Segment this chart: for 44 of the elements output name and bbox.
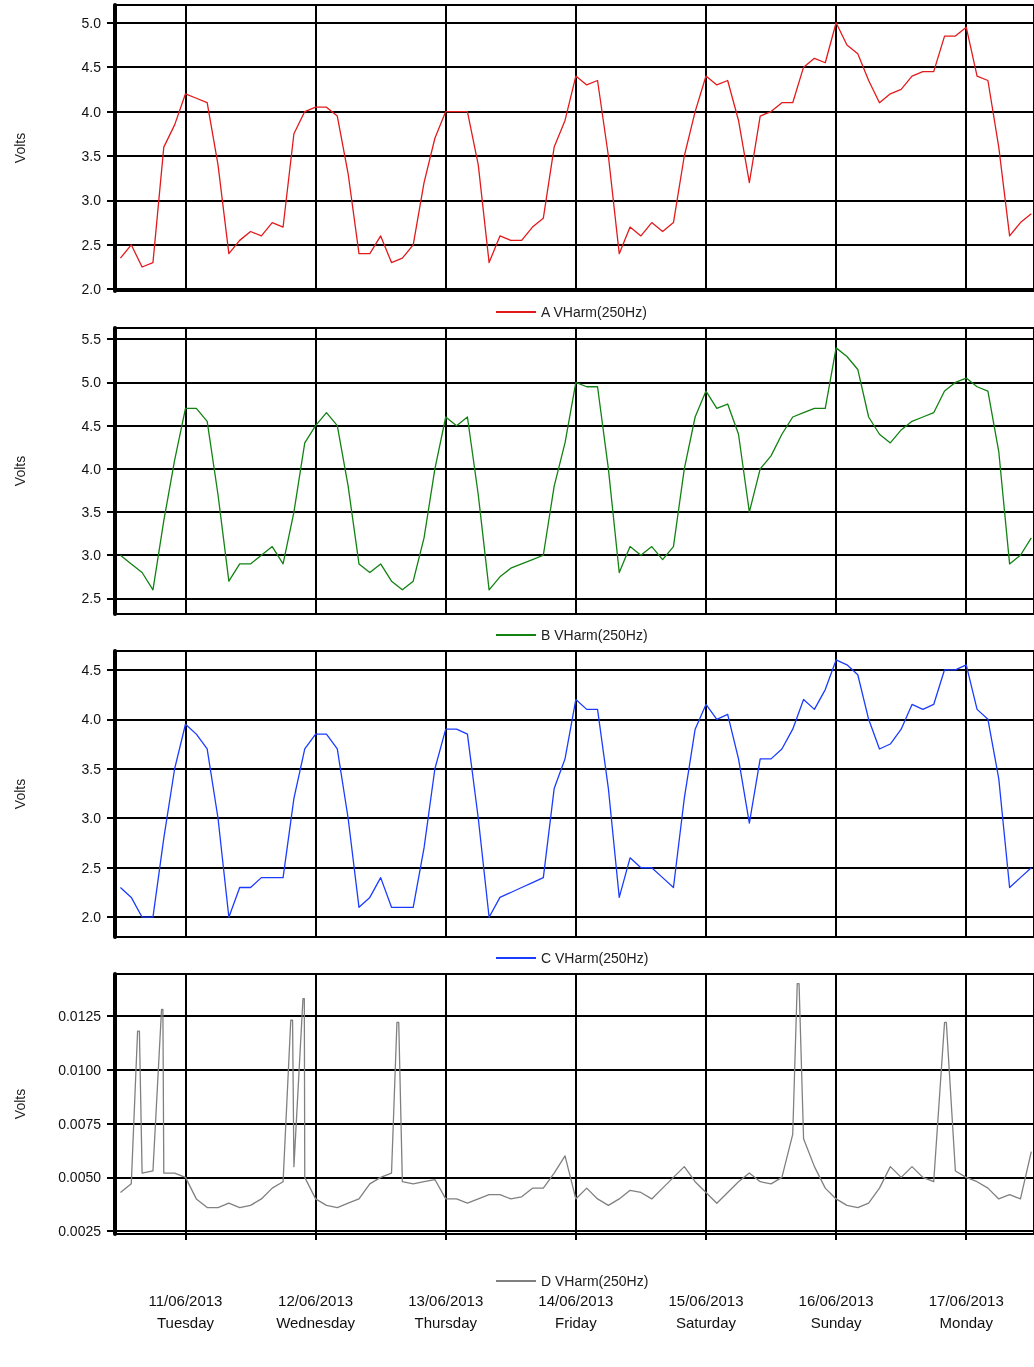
x-tick-label: 11/06/2013 Tuesday (148, 1291, 223, 1331)
y-tick-label: 4.0 (81, 711, 102, 728)
y-tick-label: 4.5 (81, 59, 102, 76)
y-tick-label: 5.0 (81, 374, 102, 391)
y-tick-label: 5.0 (81, 14, 102, 31)
y-axis-title: Volts (12, 455, 28, 487)
y-tick-label: 3.0 (81, 810, 102, 827)
line-series (119, 983, 1032, 1209)
line-series (119, 347, 1032, 591)
y-tick-label: 3.0 (81, 547, 102, 564)
y-tick-label: 0.0100 (58, 1061, 102, 1078)
line-series (119, 22, 1032, 268)
y-tick-label: 3.5 (81, 760, 102, 777)
x-tick-label: 17/06/2013 Monday (928, 1291, 1004, 1331)
line-series (119, 659, 1032, 918)
y-tick-label: 2.5 (81, 236, 102, 253)
y-axis-title: Volts (12, 1088, 28, 1120)
y-tick-label: 3.0 (81, 192, 102, 209)
x-tick-label: 14/06/2013 Friday (538, 1291, 614, 1331)
y-tick-label: 0.0125 (58, 1007, 102, 1024)
y-tick-label: 3.5 (81, 504, 102, 521)
y-tick-label: 2.0 (81, 909, 102, 926)
y-tick-label: 4.5 (81, 417, 102, 434)
x-tick-label: 15/06/2013 Saturday (668, 1291, 744, 1331)
x-tick-label: 16/06/2013 Sunday (798, 1291, 874, 1331)
legend-label: B VHarm(250Hz) (541, 627, 648, 643)
legend-label: D VHarm(250Hz) (541, 1273, 649, 1289)
y-tick-label: 4.0 (81, 103, 102, 120)
x-tick-label: 12/06/2013 Wednesday (276, 1291, 356, 1331)
y-tick-label: 4.0 (81, 460, 102, 477)
y-tick-label: 2.0 (81, 281, 102, 298)
legend-label: A VHarm(250Hz) (541, 304, 647, 320)
y-axis-title: Volts (12, 132, 28, 164)
x-tick-label: 13/06/2013 Thursday (408, 1291, 484, 1331)
y-tick-label: 0.0025 (58, 1223, 102, 1240)
y-tick-label: 3.5 (81, 147, 102, 164)
y-axis-title: Volts (12, 778, 28, 810)
y-tick-label: 2.5 (81, 590, 102, 607)
legend-label: C VHarm(250Hz) (541, 950, 649, 966)
y-tick-label: 4.5 (81, 661, 102, 678)
y-tick-label: 5.5 (81, 331, 102, 348)
y-tick-label: 0.0075 (58, 1115, 102, 1132)
y-tick-label: 2.5 (81, 859, 102, 876)
y-tick-label: 0.0050 (58, 1169, 102, 1186)
